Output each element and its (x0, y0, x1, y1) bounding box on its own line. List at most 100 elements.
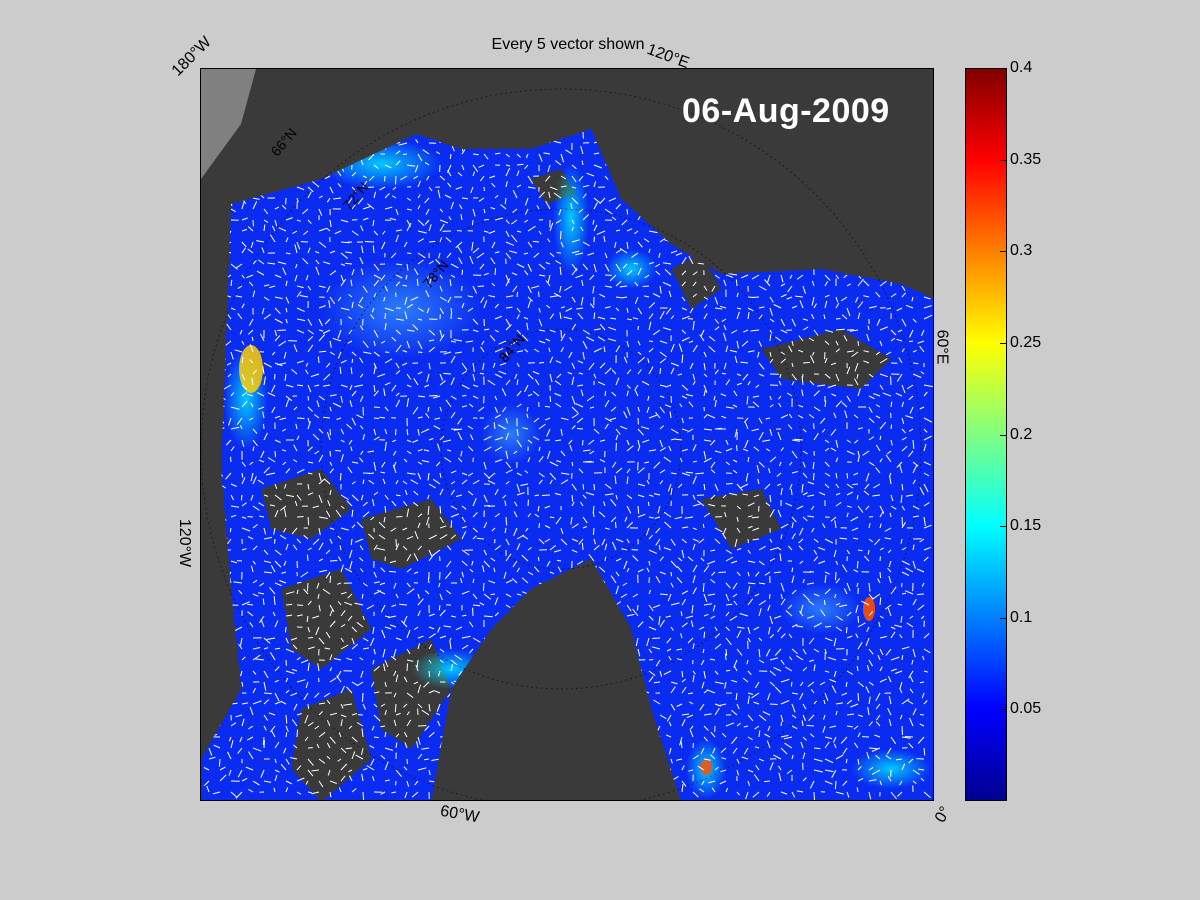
drift-vector (520, 483, 529, 486)
drift-vector (608, 326, 617, 331)
drift-vector (588, 439, 595, 445)
drift-vector (692, 380, 696, 386)
drift-vector (274, 335, 281, 342)
drift-vector (610, 406, 617, 412)
drift-vector (736, 571, 741, 577)
drift-vector (310, 373, 320, 378)
drift-vector (659, 368, 661, 375)
drift-vector (604, 493, 614, 496)
drift-vector (685, 393, 694, 397)
drift-vector (911, 659, 914, 665)
drift-vector (659, 714, 667, 720)
drift-vector (835, 710, 838, 716)
drift-vector (667, 593, 672, 602)
drift-vector (851, 351, 859, 358)
drift-vector (307, 335, 314, 342)
drift-vector (404, 742, 408, 749)
drift-vector (545, 262, 551, 265)
drift-vector (318, 604, 321, 612)
drift-vector (439, 307, 445, 315)
drift-vector (511, 577, 518, 584)
drift-vector (532, 371, 540, 375)
drift-vector (450, 534, 457, 540)
drift-vector (703, 758, 711, 761)
drift-vector (296, 241, 301, 250)
drift-vector (725, 603, 733, 606)
drift-vector (835, 373, 840, 382)
drift-vector (329, 527, 335, 530)
drift-vector (615, 571, 620, 577)
drift-vector (780, 582, 785, 592)
drift-vector (307, 758, 314, 766)
drift-vector (241, 247, 247, 254)
drift-vector (824, 294, 830, 298)
drift-vector (206, 785, 210, 793)
drift-vector (226, 323, 232, 331)
drift-vector (648, 589, 652, 595)
drift-vector (747, 312, 750, 320)
drift-vector (439, 488, 444, 496)
drift-vector (538, 456, 544, 463)
drift-vector (714, 626, 718, 632)
drift-vector (725, 345, 729, 353)
drift-vector (351, 681, 359, 687)
drift-vector (351, 358, 354, 364)
drift-vector (796, 625, 804, 628)
drift-vector (424, 384, 430, 388)
drift-vector (787, 545, 793, 551)
drift-vector (406, 780, 410, 787)
drift-vector (901, 428, 906, 434)
drift-vector (436, 151, 441, 155)
drift-vector (443, 372, 452, 375)
drift-vector (824, 373, 831, 379)
drift-vector (439, 380, 446, 386)
drift-vector (806, 724, 815, 727)
drift-vector (912, 479, 916, 485)
drift-vector (488, 295, 496, 298)
drift-vector (747, 457, 750, 463)
drift-vector (373, 665, 380, 672)
drift-vector (813, 747, 821, 750)
drift-vector (752, 401, 760, 408)
drift-vector (241, 274, 245, 279)
drift-vector (395, 780, 397, 786)
drift-vector (734, 666, 738, 672)
drift-vector (395, 362, 400, 369)
drift-vector (383, 663, 386, 672)
drift-vector (670, 703, 676, 711)
drift-vector (424, 161, 430, 166)
drift-vector (697, 765, 705, 771)
drift-vector (758, 306, 765, 309)
drift-vector (263, 432, 268, 441)
drift-vector (867, 549, 870, 555)
drift-vector (666, 714, 672, 722)
drift-vector (863, 295, 870, 298)
drift-vector (686, 714, 694, 719)
drift-vector (455, 241, 463, 249)
drift-vector (868, 436, 875, 441)
drift-vector (549, 252, 555, 258)
drift-vector (764, 483, 771, 490)
drift-vector (560, 538, 568, 546)
drift-vector (340, 252, 349, 259)
drift-vector (708, 503, 716, 507)
drift-vector (857, 692, 860, 701)
drift-vector (655, 411, 661, 419)
drift-vector (868, 406, 873, 413)
drift-vector (696, 500, 705, 507)
drift-vector (303, 534, 309, 540)
drift-vector (285, 395, 293, 402)
drift-vector (747, 560, 756, 563)
drift-vector (555, 402, 562, 408)
drift-vector (747, 586, 751, 595)
drift-vector (340, 564, 344, 573)
drift-vector (731, 679, 738, 683)
drift-vector (751, 692, 760, 699)
drift-vector (262, 366, 265, 375)
drift-vector (824, 274, 831, 281)
drift-vector (274, 296, 283, 300)
drift-vector (225, 439, 232, 446)
drift-vector (392, 186, 397, 191)
drift-vector (527, 373, 534, 380)
drift-vector (406, 340, 410, 349)
